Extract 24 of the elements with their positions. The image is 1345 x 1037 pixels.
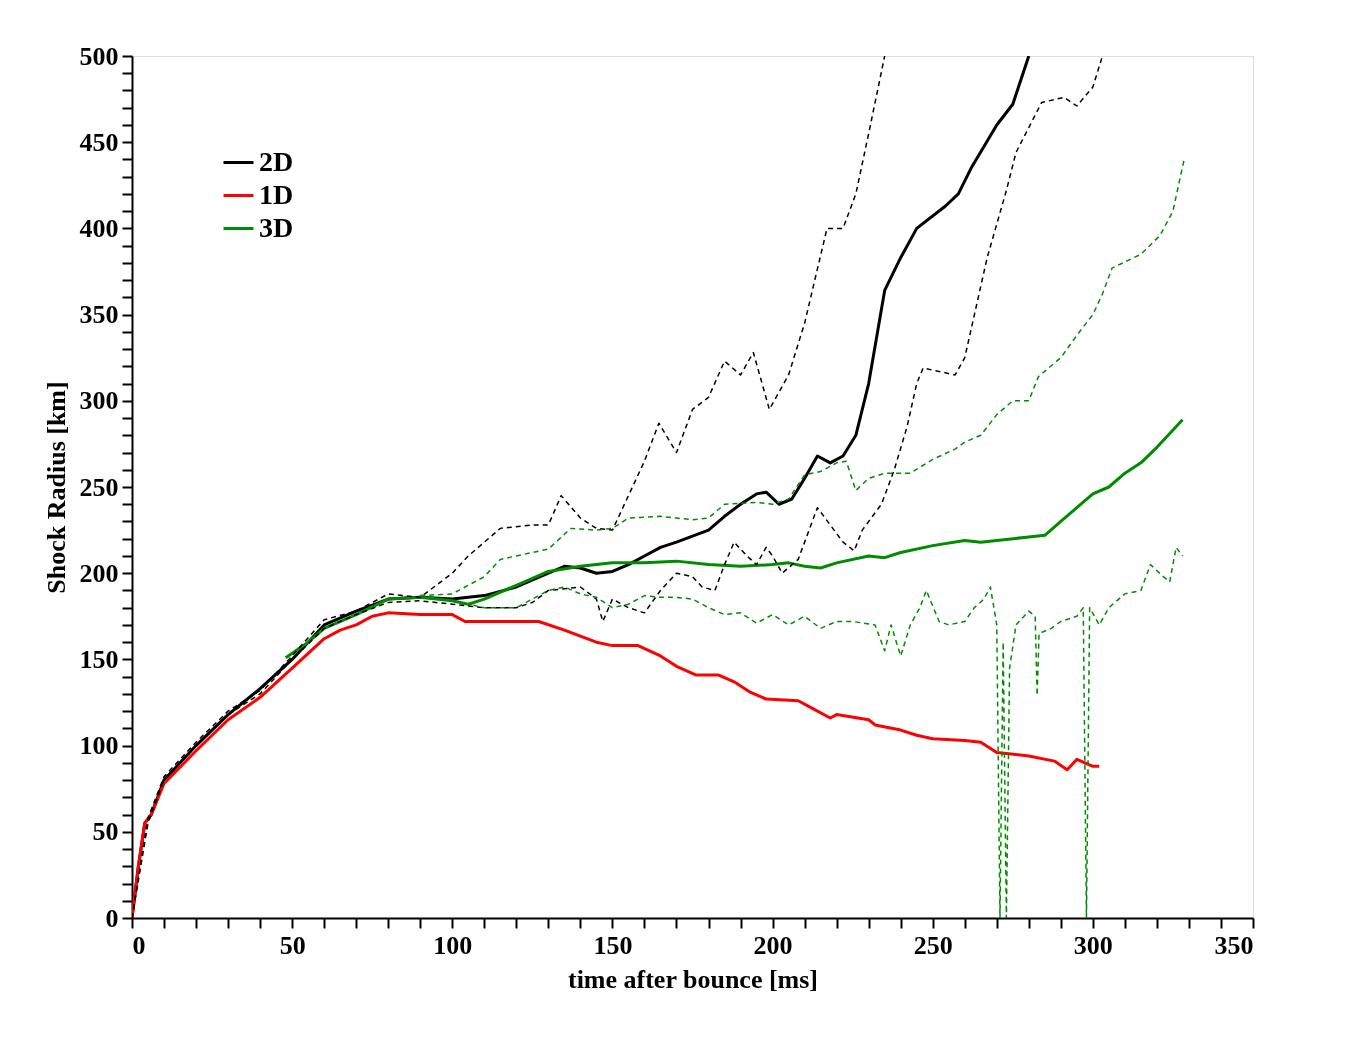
x-tick-label: 200: [753, 930, 793, 960]
x-tick-label: 0: [132, 930, 146, 960]
x-tick-label: 50: [279, 930, 306, 960]
y-tick-label: 250: [79, 472, 119, 502]
x-tick-label: 100: [433, 930, 473, 960]
y-tick-label: 350: [79, 300, 119, 330]
x-tick-label: 250: [913, 930, 953, 960]
y-tick-label: 300: [79, 386, 119, 416]
y-tick-label: 400: [79, 213, 119, 243]
y-tick-label: 100: [79, 731, 119, 761]
y-axis-title: Shock Radius [km]: [41, 381, 71, 594]
legend-label: 1D: [259, 178, 294, 210]
y-tick-label: 200: [79, 558, 119, 588]
x-axis-title: time after bounce [ms]: [567, 964, 819, 994]
y-tick-label: 500: [79, 41, 119, 71]
legend-label: 3D: [259, 211, 294, 243]
y-tick-label: 450: [79, 127, 119, 157]
x-tick-label: 300: [1073, 930, 1113, 960]
y-tick-label: 50: [92, 817, 119, 847]
y-tick-label: 0: [105, 903, 119, 933]
legend-label: 2D: [259, 145, 294, 177]
x-tick-label: 350: [1214, 930, 1254, 960]
x-tick-label: 150: [593, 930, 633, 960]
y-tick-label: 150: [79, 644, 119, 674]
